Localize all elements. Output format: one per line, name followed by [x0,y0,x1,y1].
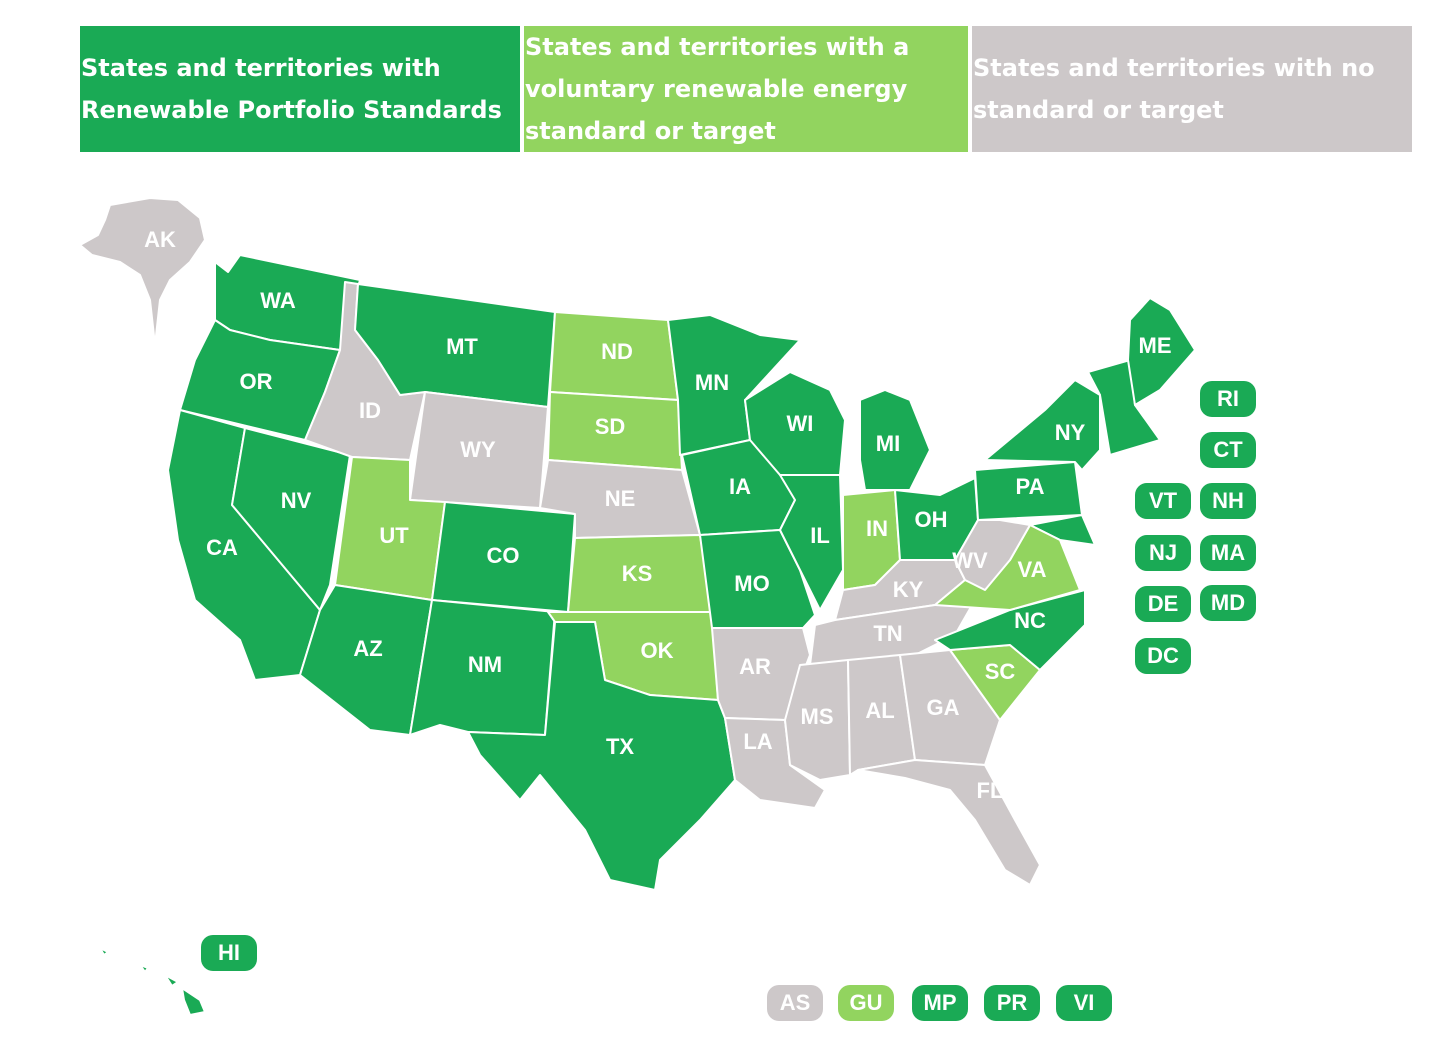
state-wi[interactable] [744,371,846,476]
territory-badge-mp[interactable]: MP [912,985,968,1021]
state-shapes [79,197,1196,1016]
legend-rps: States and territories with Renewable Po… [80,26,520,152]
state-ks[interactable] [567,534,713,613]
legend-voluntary: States and territories with a voluntary … [524,26,968,152]
state-me[interactable] [1127,297,1196,406]
state-badge-ri[interactable]: RI [1200,381,1256,417]
legend-voluntary-label: States and territories with a voluntary … [525,33,910,145]
territory-badge-pr[interactable]: PR [984,985,1040,1021]
state-badge-nj[interactable]: NJ [1135,535,1191,571]
state-badge-ct[interactable]: CT [1200,432,1256,468]
state-badge-md[interactable]: MD [1200,585,1256,621]
state-fl[interactable] [857,759,1041,886]
state-wy[interactable] [409,391,549,509]
state-badge-hi[interactable]: HI [201,935,257,971]
legend-none: States and territories with no standard … [972,26,1412,152]
state-tx[interactable] [467,621,736,891]
state-pa[interactable] [974,461,1083,521]
state-hi[interactable] [99,947,206,1016]
state-ny[interactable] [984,379,1101,471]
state-badge-nh[interactable]: NH [1200,483,1256,519]
territory-badge-vi[interactable]: VI [1056,985,1112,1021]
territory-badge-gu[interactable]: GU [838,985,894,1021]
state-nd[interactable] [549,311,679,401]
territory-badge-as[interactable]: AS [767,985,823,1021]
state-badge-dc[interactable]: DC [1135,638,1191,674]
legend: States and territories with Renewable Po… [80,26,1412,152]
state-ak[interactable] [79,197,206,346]
legend-rps-label: States and territories with Renewable Po… [81,54,502,124]
legend-none-label: States and territories with no standard … [973,54,1375,124]
state-badge-ma[interactable]: MA [1200,535,1256,571]
state-il[interactable] [779,474,844,611]
state-nm[interactable] [409,599,556,736]
state-mi[interactable] [859,389,931,491]
state-co[interactable] [431,501,576,613]
state-sd[interactable] [547,391,683,471]
state-ga[interactable] [899,649,1001,766]
state-badge-vt[interactable]: VT [1135,483,1191,519]
state-badge-de[interactable]: DE [1135,586,1191,622]
